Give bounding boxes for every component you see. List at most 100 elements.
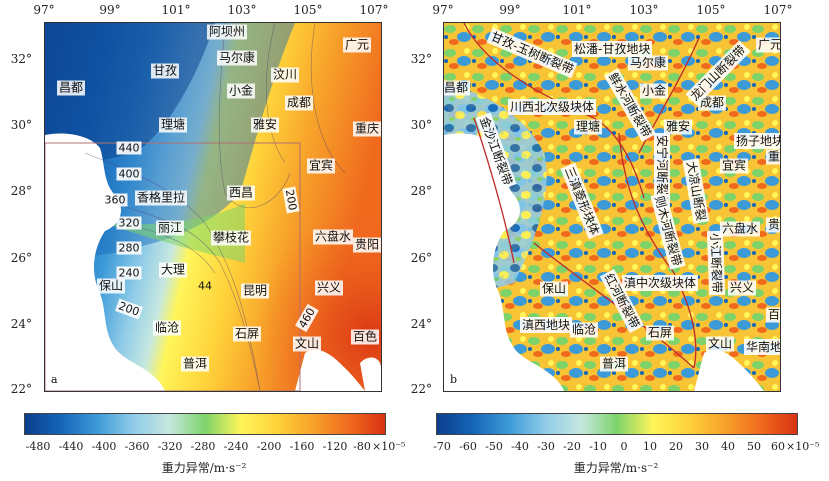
place-label: 阿坝州	[206, 24, 248, 40]
panel-a: 97° 99° 101° 103° 105° 107° 32° 30° 28° …	[0, 0, 406, 481]
y-tick: 32°	[10, 52, 32, 66]
fault-label: 小江断裂带	[706, 230, 726, 296]
place-label: 临沧	[152, 320, 182, 336]
y-tick: 22°	[10, 382, 32, 396]
gravity-field-image	[45, 23, 381, 391]
x-tick: 103°	[629, 3, 659, 17]
place-label: 普洱	[180, 356, 210, 372]
place-label: 贵阳	[765, 217, 780, 233]
place-label: 大理	[158, 262, 188, 278]
colorbar	[24, 413, 386, 435]
colorbar-tick: -240	[223, 440, 249, 453]
contour-label: 400	[116, 167, 142, 181]
y-tick: 26°	[410, 251, 432, 265]
place-label: 百色	[350, 329, 380, 345]
colorbar-tick: -20	[563, 440, 581, 453]
place-label: 理塘	[158, 117, 188, 133]
contour-label: 280	[116, 241, 142, 255]
x-tick: 107°	[763, 3, 793, 17]
fault-label: 松潘-甘孜地块	[572, 41, 653, 57]
place-label: 广元	[755, 37, 780, 53]
x-tick: 97°	[33, 3, 55, 17]
colorbar-title: 重力异常/m·s⁻²	[573, 461, 659, 475]
residual-gravity-map: 广元 马尔康 昌都 小金 成都 理塘 雅安 重庆 宜宾 六盘水 贵阳 保山 兴义…	[443, 22, 781, 392]
place-label: 文山	[705, 336, 735, 352]
colorbar-tick: 60	[771, 440, 785, 453]
place-label: 甘孜	[150, 63, 180, 79]
colorbar-tick: -120	[322, 440, 348, 453]
colorbar-tick: -440	[58, 440, 84, 453]
y-tick: 22°	[410, 382, 432, 396]
colorbar-tick: 40	[721, 440, 735, 453]
fault-label: 滇中次级块体	[622, 275, 699, 291]
colorbar-tick: -480	[25, 440, 51, 453]
place-label: 兴义	[314, 280, 344, 296]
place-label: 西昌	[226, 185, 256, 201]
colorbar-title: 重力异常/m·s⁻²	[161, 461, 247, 475]
place-label: 昆明	[240, 283, 270, 299]
colorbar-tick: 0	[620, 440, 628, 453]
place-label: 昌都	[56, 80, 86, 96]
place-label: 保山	[539, 281, 569, 297]
colorbar-tick: -160	[289, 440, 315, 453]
panel-b: 97° 99° 101° 103° 105° 107° 32° 30° 28° …	[411, 0, 820, 481]
place-label: 宜宾	[719, 158, 749, 174]
place-label: 石屏	[232, 326, 262, 342]
place-label: 小金	[226, 83, 256, 99]
y-tick: 32°	[410, 52, 432, 66]
x-tick: 99°	[499, 3, 521, 17]
colorbar-tick: 10	[643, 440, 657, 453]
place-label: 马尔康	[216, 50, 258, 66]
y-tick: 26°	[10, 251, 32, 265]
colorbar-tick: -280	[190, 440, 216, 453]
place-label: 临沧	[569, 322, 599, 338]
place-label: 成都	[284, 95, 314, 111]
y-tick: 24°	[410, 317, 432, 331]
place-label: 理塘	[573, 119, 603, 135]
y-tick: 28°	[10, 184, 32, 198]
colorbar-tick: -60	[459, 440, 477, 453]
colorbar-tick: 20	[669, 440, 683, 453]
place-label: 雅安	[663, 119, 693, 135]
colorbar-tick: -400	[91, 440, 117, 453]
place-label: 普洱	[599, 356, 629, 372]
x-tick: 107°	[359, 3, 389, 17]
place-label: 重庆	[765, 149, 780, 165]
colorbar-unit: ×10⁻⁵	[372, 440, 406, 453]
place-label: 石屏	[645, 325, 675, 341]
x-tick: 101°	[161, 3, 191, 17]
fault-label: 扬子地块	[734, 133, 780, 149]
x-tick: 99°	[99, 3, 121, 17]
place-label: 昌都	[443, 80, 471, 96]
y-tick: 30°	[410, 118, 432, 132]
place-label: 广元	[342, 37, 372, 53]
colorbar-tick: -40	[511, 440, 529, 453]
colorbar-tick: -30	[537, 440, 555, 453]
place-label: 马尔康	[627, 55, 669, 71]
x-tick: 103°	[227, 3, 257, 17]
y-tick: 30°	[10, 118, 32, 132]
colorbar-tick: 30	[695, 440, 709, 453]
place-label: 攀枝花	[210, 230, 252, 246]
x-tick: 105°	[293, 3, 323, 17]
fault-label: 滇西地块	[520, 317, 573, 333]
y-tick: 24°	[10, 317, 32, 331]
place-label: 小金	[639, 83, 669, 99]
colorbar-tick: -320	[157, 440, 183, 453]
place-label: 成都	[697, 95, 727, 111]
x-tick: 101°	[562, 3, 592, 17]
panel-label: a	[51, 373, 58, 386]
x-tick: 97°	[432, 3, 454, 17]
place-label: 贵阳	[352, 237, 381, 253]
place-label: 汶川	[270, 67, 300, 83]
place-label: 雅安	[250, 117, 280, 133]
colorbar-tick: -80	[353, 440, 371, 453]
place-label: 保山	[96, 278, 126, 294]
contour-label: 360	[102, 193, 128, 207]
panel-label: b	[450, 373, 458, 386]
contour-label: 240	[116, 266, 142, 280]
place-label: 百色	[765, 307, 780, 323]
colorbar-tick: -200	[256, 440, 282, 453]
y-tick: 28°	[410, 184, 432, 198]
place-label: 六盘水	[719, 221, 761, 237]
